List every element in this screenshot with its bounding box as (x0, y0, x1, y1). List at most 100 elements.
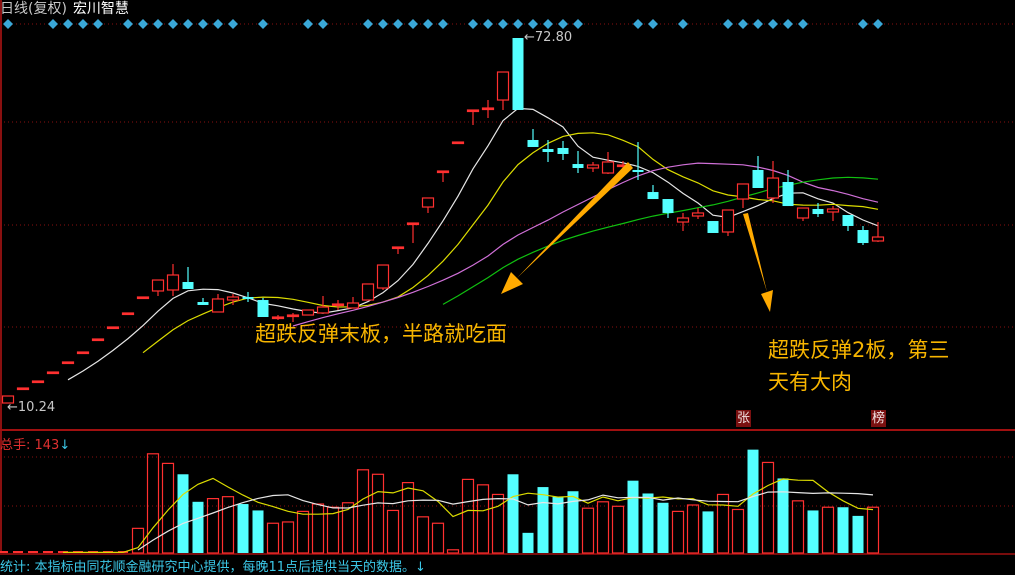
annotation-2: 超跌反弹2板，第三 天有大肉 (768, 334, 949, 398)
candle (632, 142, 644, 181)
signal-diamond-icon (633, 19, 643, 29)
volume-bar (791, 500, 805, 554)
candle (782, 169, 794, 207)
candle-body (76, 351, 90, 355)
annotation-2-line2: 天有大肉 (768, 370, 852, 394)
candle-body (451, 141, 465, 145)
period-label[interactable]: 日线(复权) (0, 1, 67, 17)
candle (257, 297, 269, 318)
volume-bars (0, 449, 880, 554)
candle (151, 279, 165, 296)
volume-bar (386, 509, 400, 554)
candle (466, 109, 480, 125)
candle (512, 38, 524, 110)
candle (857, 225, 869, 246)
left-arrow-icon: ← (524, 30, 535, 45)
candle-body (782, 181, 794, 207)
annotation-1: 超跌反弹末板，半路就吃面 (255, 322, 507, 346)
arrow-icon-2 (743, 213, 773, 312)
signal-diamond-icon (528, 19, 538, 29)
candle (376, 264, 390, 290)
volume-bar (476, 484, 490, 554)
volume-total-label: 总手: 143 (0, 438, 60, 453)
candle-body (857, 230, 869, 244)
candle-body (391, 246, 405, 250)
candle-body (242, 296, 254, 299)
candle (796, 207, 810, 222)
candle (481, 100, 495, 118)
candle-body (226, 296, 240, 301)
candle (331, 300, 345, 310)
volume-bar (371, 473, 385, 554)
ma20-line (292, 162, 879, 327)
candle (46, 371, 60, 375)
volume-bar (702, 511, 714, 553)
candle (752, 156, 764, 189)
candle-body (166, 274, 180, 291)
signal-diamond-icon (228, 19, 238, 29)
candle (542, 139, 554, 162)
candle-body (1, 395, 15, 404)
candle-body (211, 298, 225, 313)
signal-diamond-icon (648, 19, 658, 29)
candle (812, 202, 824, 217)
left-arrow-icon: ← (7, 400, 18, 415)
signal-diamond-icon (78, 19, 88, 29)
volume-bar (266, 522, 280, 554)
signal-diamond-icon (393, 19, 403, 29)
candle (91, 338, 105, 342)
volume-bar (671, 510, 685, 554)
signal-diamond-icon (873, 19, 883, 29)
candle-body (812, 209, 824, 215)
volume-bar (177, 474, 189, 553)
dragon-tiger-list-tag[interactable]: 榜 (871, 410, 886, 427)
candle-body (286, 314, 300, 318)
candle-body (136, 296, 150, 300)
volume-bar (416, 516, 430, 554)
volume-bar (686, 504, 700, 554)
signal-diamond-icon (63, 19, 73, 29)
candle (226, 294, 240, 305)
candle-body (421, 197, 435, 208)
candle (572, 151, 584, 174)
candle (211, 294, 225, 313)
signal-diamond-icon (513, 19, 523, 29)
signal-diamond-icon (168, 19, 178, 29)
signal-diamond-icon (378, 19, 388, 29)
candle (871, 222, 885, 243)
candle (31, 380, 45, 384)
signal-diamond-icon (258, 19, 268, 29)
arrow-icon-1 (501, 162, 633, 294)
candle (346, 296, 360, 309)
candle (197, 297, 209, 305)
volume-bar (657, 502, 669, 553)
candle-body (31, 380, 45, 384)
candle (586, 161, 600, 173)
candle-body (182, 281, 194, 289)
signal-markers (3, 19, 883, 29)
candle (136, 296, 150, 300)
candle-body (151, 279, 165, 292)
volume-bar (341, 502, 355, 554)
volume-bar (356, 469, 370, 554)
volume-bar (777, 478, 789, 553)
down-arrow-icon: ↓ (59, 438, 71, 453)
annotation-2-line1: 超跌反弹2板，第三 (768, 338, 950, 362)
footer-status: 统计: 本指标由同花顺金融研究中心提供，每晚11点后提供当天的数据。↓ (0, 560, 426, 575)
candle-body (826, 208, 840, 213)
candle (166, 264, 180, 296)
signal-diamond-icon (138, 19, 148, 29)
signal-diamond-icon (303, 19, 313, 29)
volume-bar (642, 493, 654, 553)
candle (286, 312, 300, 323)
candle-body (61, 361, 75, 365)
candle (406, 222, 420, 244)
volume-bar (627, 480, 639, 553)
candle-body (91, 338, 105, 342)
candle-body (842, 215, 854, 226)
limit-up-tag[interactable]: 张 (736, 410, 751, 427)
volume-bar (507, 474, 519, 553)
signal-diamond-icon (498, 19, 508, 29)
candle-body (542, 149, 554, 153)
